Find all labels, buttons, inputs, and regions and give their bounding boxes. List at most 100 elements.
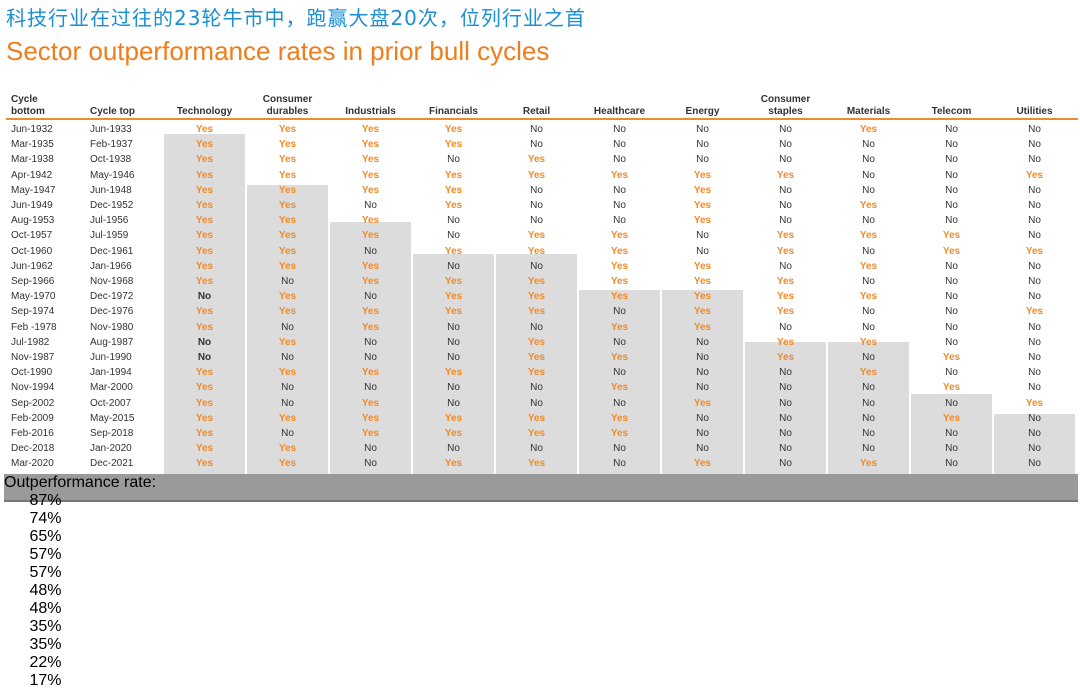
result-cell: Yes	[361, 154, 380, 166]
date-cell: Jun-1933	[90, 124, 132, 135]
result-cell: Yes	[361, 169, 380, 181]
result-cell: Yes	[278, 443, 297, 455]
date-cell: Jan-1994	[90, 367, 132, 379]
result-cell: No	[779, 184, 792, 196]
date-cell: Mar-2000	[90, 382, 133, 394]
result-cell: Yes	[610, 230, 629, 242]
result-cell: Yes	[444, 291, 463, 303]
result-cell: Yes	[195, 245, 214, 257]
result-cell: No	[613, 336, 626, 348]
result-cell: Yes	[278, 215, 297, 227]
result-cell: Yes	[195, 458, 214, 470]
date-cell: Sep-1974	[11, 306, 55, 318]
result-cell: Yes	[361, 230, 380, 242]
result-cell: No	[1028, 336, 1041, 348]
result-cell: No	[613, 458, 626, 470]
shaded-region-5	[579, 290, 660, 474]
result-cell: Yes	[278, 367, 297, 379]
result-cell: Yes	[776, 230, 795, 242]
result-cell: No	[613, 200, 626, 211]
date-cell: Oct-2007	[90, 397, 132, 409]
result-cell: Yes	[278, 458, 297, 470]
footer-rate: 87%	[29, 492, 62, 509]
result-cell: No	[862, 352, 875, 363]
result-cell: Yes	[278, 169, 297, 181]
result-cell: No	[862, 169, 875, 181]
result-cell: Yes	[195, 154, 214, 166]
result-cell: No	[862, 184, 875, 196]
result-cell: Yes	[527, 352, 546, 363]
outperformance-table: Cycle bottom Cycle top Technology Consumer …	[0, 90, 1080, 689]
date-cell: Jun-1990	[90, 352, 132, 363]
result-cell: Yes	[527, 458, 546, 470]
result-cell: No	[779, 382, 792, 394]
result-cell: No	[530, 443, 543, 455]
result-cell: Yes	[444, 184, 463, 196]
result-cell: No	[530, 321, 543, 333]
result-cell: Yes	[859, 124, 878, 135]
date-cell: Jun-1962	[11, 260, 53, 272]
result-cell: No	[862, 139, 875, 151]
result-cell: No	[613, 139, 626, 151]
result-cell: No	[779, 458, 792, 470]
result-cell: Yes	[942, 412, 961, 424]
result-cell: No	[696, 352, 709, 363]
result-cell: Yes	[693, 291, 712, 303]
date-cell: May-2015	[90, 412, 135, 424]
header-sector: Consumer durables	[262, 94, 313, 117]
result-cell: No	[945, 428, 958, 439]
result-cell: No	[945, 336, 958, 348]
result-cell: No	[1028, 458, 1041, 470]
header-sector: Materials	[846, 106, 891, 117]
result-cell: No	[945, 306, 958, 318]
result-cell: Yes	[693, 458, 712, 470]
result-cell: Yes	[195, 382, 214, 394]
result-cell: No	[1028, 382, 1041, 394]
result-cell: No	[281, 397, 294, 409]
footer-rate: 17%	[29, 672, 62, 689]
date-cell: Nov-1980	[90, 321, 134, 333]
result-cell: No	[613, 397, 626, 409]
result-cell: No	[696, 382, 709, 394]
header-cycle-top: Cycle top	[90, 106, 136, 117]
result-cell: Yes	[278, 336, 297, 348]
result-cell: Yes	[1025, 306, 1044, 318]
result-cell: No	[696, 230, 709, 242]
result-cell: No	[862, 245, 875, 257]
shaded-region-4	[496, 254, 577, 474]
result-cell: No	[862, 154, 875, 166]
result-cell: No	[613, 124, 626, 135]
result-cell: Yes	[278, 154, 297, 166]
result-cell: No	[945, 139, 958, 151]
date-cell: Oct-1938	[90, 154, 132, 166]
result-cell: Yes	[942, 245, 961, 257]
result-cell: Yes	[859, 367, 878, 379]
shaded-region-3	[413, 254, 494, 474]
result-cell: No	[779, 367, 792, 379]
result-cell: No	[1028, 124, 1041, 135]
result-cell: Yes	[278, 245, 297, 257]
header-sector: Utilities	[1016, 106, 1053, 117]
date-cell: Jan-2020	[90, 443, 132, 455]
result-cell: Yes	[610, 412, 629, 424]
result-cell: No	[862, 321, 875, 333]
english-title: Sector outperformance rates in prior bul…	[6, 36, 550, 66]
shaded-region-2	[330, 222, 411, 474]
result-cell: No	[1028, 352, 1041, 363]
shaded-region-6	[662, 290, 743, 474]
result-cell: Yes	[444, 200, 463, 211]
result-cell: Yes	[527, 306, 546, 318]
result-cell: Yes	[859, 200, 878, 211]
result-cell: No	[945, 291, 958, 303]
result-cell: No	[1028, 276, 1041, 287]
result-cell: No	[696, 367, 709, 379]
result-cell: Yes	[693, 169, 712, 181]
date-cell: Dec-1972	[90, 291, 134, 303]
result-cell: Yes	[942, 382, 961, 394]
result-cell: Yes	[278, 306, 297, 318]
date-cell: Jun-1949	[11, 200, 53, 211]
date-cell: Jan-1966	[90, 260, 132, 272]
header-sector: Retail	[522, 106, 551, 117]
result-cell: No	[447, 352, 460, 363]
date-cell: Dec-2018	[11, 443, 55, 455]
